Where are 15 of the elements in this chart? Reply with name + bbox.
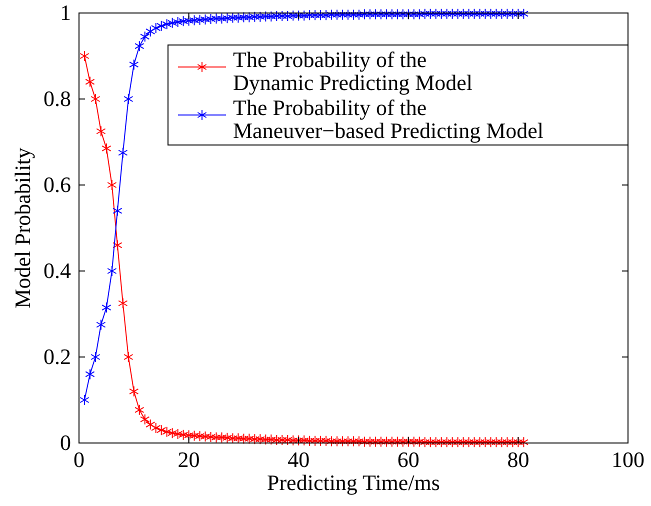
y-axis-title: Model Probability [10,148,35,308]
x-tick-label: 80 [507,447,530,472]
x-tick-label: 20 [178,447,200,472]
y-tick-label: 1 [60,0,71,25]
legend-label: The Probability of the Maneuver−based Predicting Model [233,95,544,143]
y-tick-label: 0.4 [44,258,71,283]
y-tick-label: 0.2 [44,344,71,369]
y-tick-label: 0.8 [44,86,71,111]
y-tick-label: 0.6 [44,172,71,197]
x-axis-title: Predicting Time/ms [267,470,440,495]
x-tick-label: 40 [288,447,310,472]
x-tick-label: 60 [397,447,420,472]
y-tick-label: 0 [60,430,71,455]
x-tick-label: 100 [612,447,644,472]
legend-label: The Probability of the Dynamic Predicting Model [233,47,473,95]
